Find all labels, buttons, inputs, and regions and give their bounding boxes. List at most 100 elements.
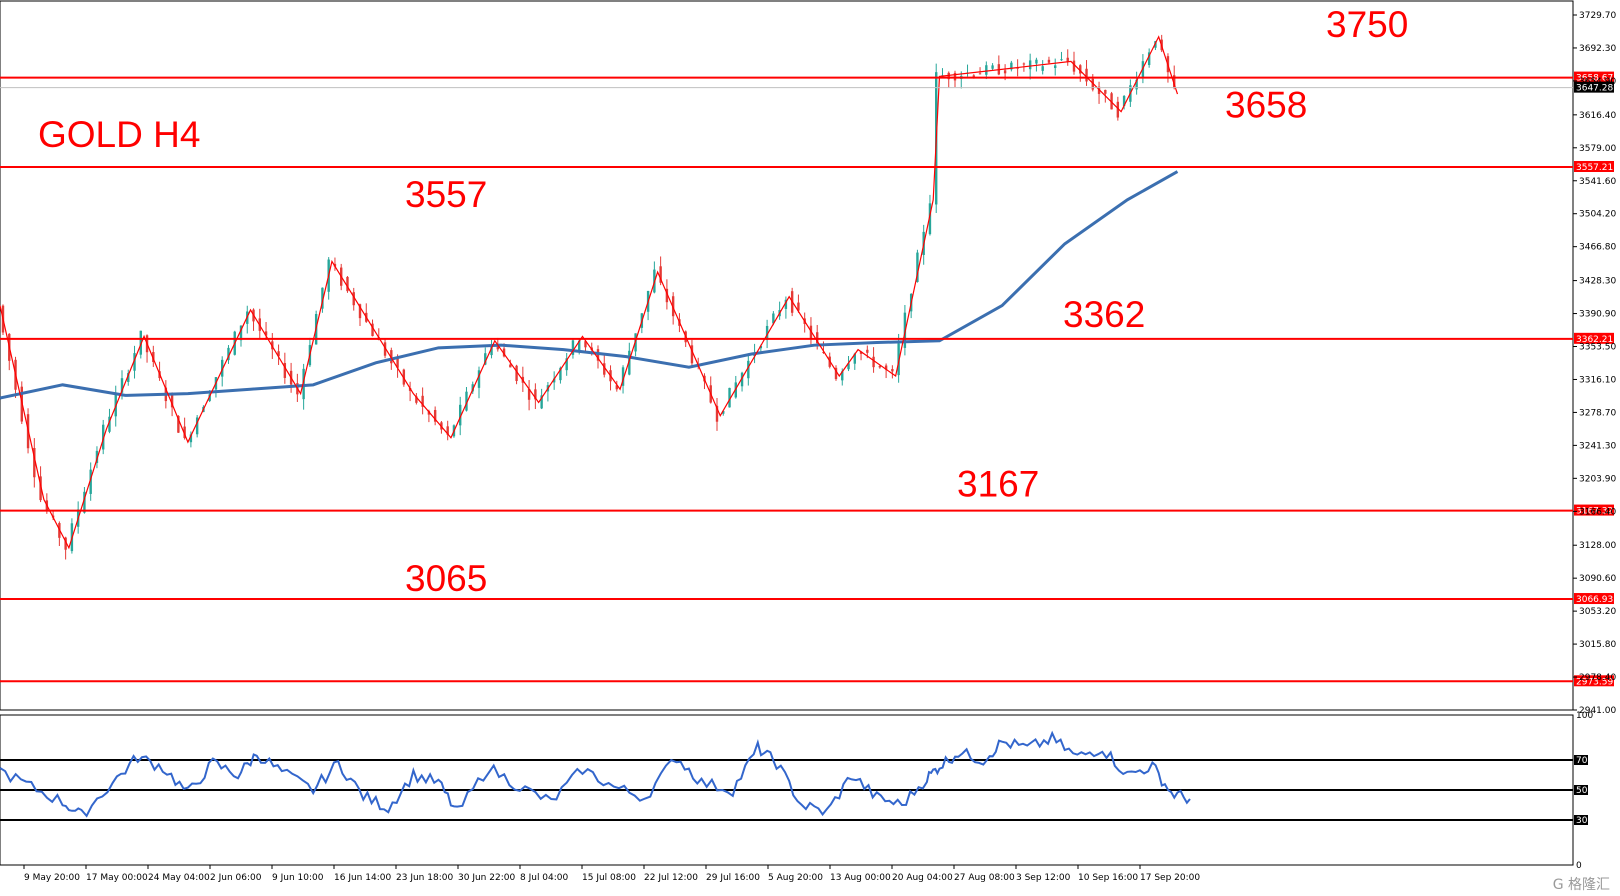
watermark: G 格隆汇 xyxy=(1552,877,1610,893)
level-price-tag-text: 3557.21 xyxy=(1576,163,1613,173)
candle-body xyxy=(584,341,587,348)
time-tick-label: 13 Aug 00:00 xyxy=(830,873,891,883)
candle-body xyxy=(139,330,142,355)
level-price-tag-text: 3362.21 xyxy=(1576,335,1613,345)
price-tick-label: 3278.70 xyxy=(1579,408,1616,418)
price-tick-label: 3203.90 xyxy=(1579,474,1616,484)
price-tick-label: 3390.90 xyxy=(1579,310,1616,320)
candle-body xyxy=(33,447,36,478)
rsi-line xyxy=(0,730,1191,818)
price-tick-label: 3128.00 xyxy=(1579,541,1616,551)
candle-body xyxy=(152,352,155,362)
time-tick-label: 24 May 04:00 xyxy=(148,873,210,883)
candle-body xyxy=(39,476,42,501)
candle-body xyxy=(972,75,975,77)
candle-body xyxy=(1047,59,1051,63)
candle-body xyxy=(527,388,531,400)
time-tick-label: 22 Jul 12:00 xyxy=(644,873,698,883)
price-tick-label: 3428.30 xyxy=(1579,277,1616,287)
time-tick-label: 27 Aug 08:00 xyxy=(954,873,1015,883)
candle-body xyxy=(822,351,825,353)
target-label: 3750 xyxy=(1326,4,1408,45)
candle-body xyxy=(1147,52,1151,66)
candle-body xyxy=(509,364,512,368)
level-label: 3658 xyxy=(1225,85,1307,126)
candle-body xyxy=(277,351,280,357)
candle-body xyxy=(170,394,174,408)
candle-body xyxy=(189,434,193,443)
price-tick-label: 3504.20 xyxy=(1579,210,1616,220)
time-tick-label: 9 Jun 10:00 xyxy=(272,873,324,883)
candle-body xyxy=(1060,59,1063,61)
rsi-axis-label: 50 xyxy=(1576,786,1588,796)
candle-body xyxy=(1091,78,1094,90)
price-tick-label: 3316.10 xyxy=(1579,375,1616,385)
price-tick-label: 3692.30 xyxy=(1579,44,1616,54)
time-tick-label: 30 Jun 22:00 xyxy=(458,873,515,883)
candle-body xyxy=(465,391,468,411)
price-tick-label: 3466.80 xyxy=(1579,243,1616,253)
price-tick-label: 2941.00 xyxy=(1579,706,1616,716)
candle-body xyxy=(477,370,481,388)
time-tick-label: 15 Jul 08:00 xyxy=(582,873,636,883)
candle-body xyxy=(884,365,888,370)
candle-body xyxy=(552,378,556,383)
candle-body xyxy=(446,426,449,435)
level-label: 3065 xyxy=(405,558,487,599)
candle-body xyxy=(1116,101,1120,118)
price-tick-label: 3053.20 xyxy=(1579,607,1616,617)
level-price-tag-text: 3658.67 xyxy=(1576,74,1613,84)
level-price-tag xyxy=(1574,160,1614,172)
candle-body xyxy=(772,313,775,324)
candle-body xyxy=(183,426,186,439)
price-tick-label: 3579.00 xyxy=(1579,144,1616,154)
time-tick-label: 9 May 20:00 xyxy=(24,873,80,883)
candle-body xyxy=(571,340,575,355)
level-label: 3557 xyxy=(405,174,487,215)
time-tick-label: 5 Aug 20:00 xyxy=(768,873,823,883)
candle-body xyxy=(264,331,268,336)
candle-body xyxy=(108,416,111,432)
time-tick-label: 8 Jul 04:00 xyxy=(520,873,569,883)
candle-body xyxy=(1122,96,1126,107)
candle-body xyxy=(834,367,838,380)
candle-body xyxy=(928,203,932,235)
rsi-axis-tag xyxy=(1574,755,1588,765)
candle-body xyxy=(578,340,581,351)
time-tick-label: 17 May 00:00 xyxy=(86,873,148,883)
level-label: 3167 xyxy=(957,464,1039,505)
candle-body xyxy=(490,345,493,356)
candle-body xyxy=(728,387,731,408)
rsi-axis-label: 70 xyxy=(1576,756,1588,766)
zigzag-line xyxy=(0,35,1179,550)
candle-body xyxy=(978,73,982,75)
candle-body xyxy=(427,411,431,415)
candle-body xyxy=(515,365,518,381)
price-tick-label: 3729.70 xyxy=(1579,11,1616,21)
rsi-axis-label: 100 xyxy=(1576,711,1593,721)
candle-body xyxy=(421,395,424,407)
current-price-tag-text: 3647.28 xyxy=(1576,84,1613,94)
candle-body xyxy=(784,299,788,309)
price-tick-label: 3654.90 xyxy=(1579,77,1616,87)
candle-body xyxy=(346,276,349,292)
candle-body xyxy=(1173,75,1176,89)
candle-body xyxy=(177,415,180,433)
time-tick-label: 2 Jun 06:00 xyxy=(210,873,262,883)
price-tick-label: 3090.60 xyxy=(1579,574,1616,584)
candle-body xyxy=(471,384,474,392)
price-tick-label: 3241.30 xyxy=(1579,441,1616,451)
rsi-axis-label: 0 xyxy=(1576,861,1582,871)
candle-body xyxy=(859,351,863,354)
time-tick-label: 23 Jun 18:00 xyxy=(396,873,453,883)
candle-body xyxy=(615,385,618,390)
candle-body xyxy=(715,405,719,422)
chart-title-label: GOLD H4 xyxy=(38,114,200,155)
price-tick-label: 3353.50 xyxy=(1579,343,1616,353)
candle-body xyxy=(358,304,362,319)
candle-body xyxy=(1072,60,1076,72)
candle-body xyxy=(816,332,819,344)
time-tick-label: 10 Sep 16:00 xyxy=(1078,873,1138,883)
level-price-tag xyxy=(1574,593,1614,605)
candle-body xyxy=(872,356,875,368)
